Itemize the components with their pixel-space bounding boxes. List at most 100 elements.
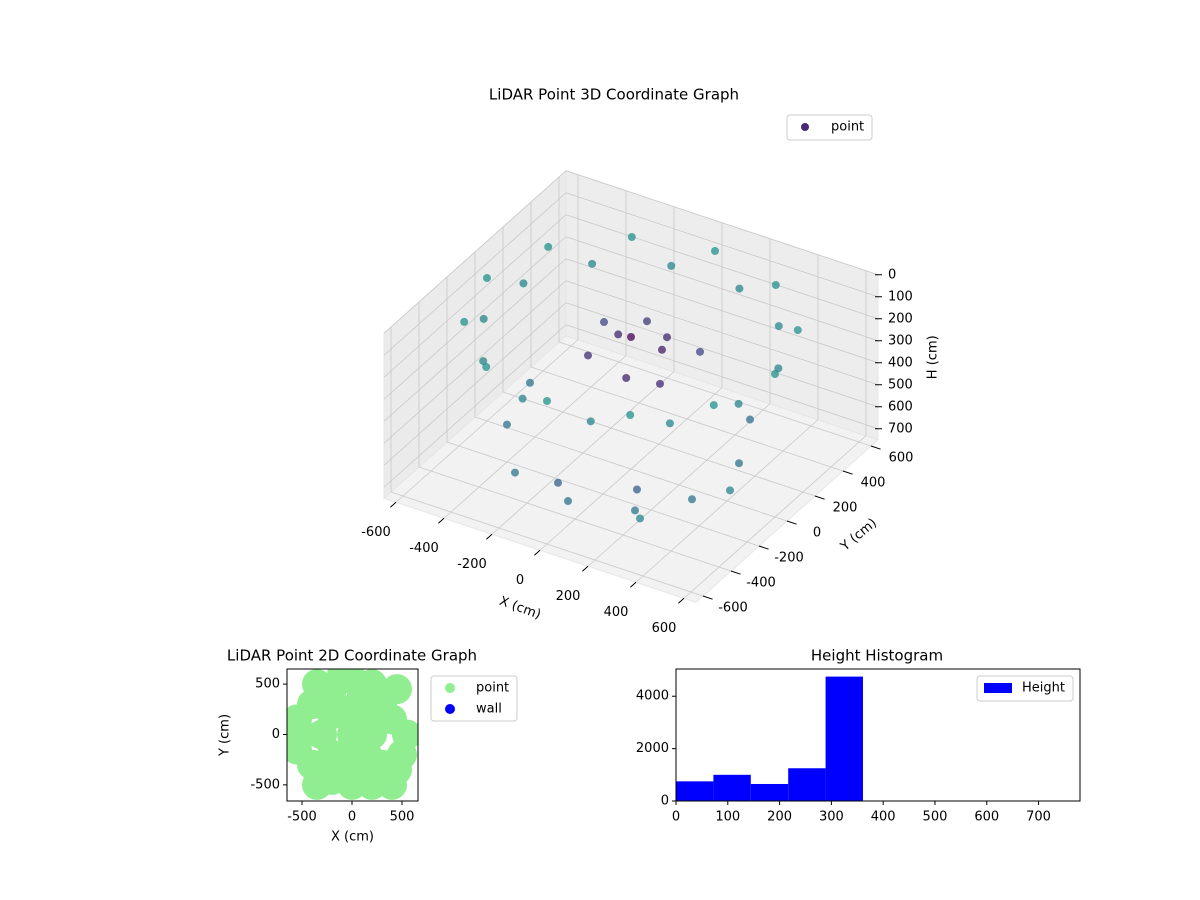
x-tick-label: 600	[974, 810, 999, 825]
point	[658, 345, 666, 354]
legend-marker	[445, 704, 455, 714]
x-tick-label: 700	[1026, 810, 1051, 825]
legend-label: point	[831, 120, 864, 135]
z-tick-label: 600	[888, 399, 913, 414]
point	[564, 497, 572, 506]
x-tick-label: 0	[672, 810, 680, 825]
point	[382, 674, 412, 705]
point	[287, 704, 312, 735]
point	[667, 261, 676, 270]
point	[503, 420, 511, 429]
tick	[702, 595, 713, 600]
grid-line	[390, 491, 704, 597]
x-axis-label: X (cm)	[331, 830, 374, 845]
point	[482, 363, 491, 371]
legend-box	[976, 675, 1074, 702]
grid-line	[418, 466, 732, 572]
point	[711, 247, 719, 255]
z-tick-label: 200	[888, 311, 913, 326]
grid-line	[565, 258, 879, 364]
y-tick-label: 0	[813, 526, 821, 541]
x-tick-label: 500	[923, 810, 948, 825]
grid-line	[383, 280, 567, 444]
y-tick-label: -200	[774, 551, 804, 566]
y-tick-label: -400	[746, 576, 776, 591]
grid-line	[530, 366, 844, 472]
point	[519, 279, 528, 288]
point	[774, 322, 783, 331]
y-axis-label: Y (cm)	[218, 714, 233, 757]
point	[584, 351, 592, 360]
grid-line	[565, 324, 879, 430]
tick	[842, 470, 853, 475]
y-tick-label: 0	[272, 727, 280, 742]
x-tick-label: -400	[409, 541, 439, 556]
point	[347, 759, 377, 790]
y-tick-label: 500	[255, 677, 280, 692]
point	[643, 317, 651, 326]
y-tick-label: 200	[833, 501, 858, 516]
point	[544, 242, 553, 251]
point	[665, 419, 674, 428]
bar	[676, 781, 714, 801]
tick	[758, 545, 769, 550]
axes-frame	[675, 668, 1081, 802]
point	[327, 669, 357, 690]
point	[688, 495, 696, 504]
tick	[438, 517, 445, 524]
z-tick-label: 100	[888, 289, 913, 304]
y-tick-label: 400	[861, 476, 886, 491]
grid-line	[383, 236, 567, 400]
point	[627, 233, 636, 241]
x-tick-label: 0	[348, 810, 356, 825]
tick	[786, 520, 797, 525]
point	[588, 259, 597, 268]
point	[746, 415, 754, 424]
point	[387, 739, 417, 770]
legend-marker	[445, 683, 455, 693]
legend-label: Height	[1022, 681, 1065, 696]
point	[636, 514, 644, 523]
z-tick-label: 500	[888, 377, 913, 392]
point	[302, 769, 332, 800]
point	[735, 284, 744, 293]
point	[627, 333, 635, 341]
point	[626, 411, 635, 419]
tick	[630, 581, 637, 588]
legend-label: wall	[476, 702, 502, 717]
x-tick-label: 100	[715, 810, 740, 825]
point	[287, 734, 312, 765]
bar	[825, 676, 863, 801]
grid-line	[565, 280, 879, 386]
x-axis-label: X (cm)	[497, 594, 543, 623]
point	[663, 333, 671, 342]
y-tick-label: -500	[250, 777, 280, 792]
grid-line	[383, 214, 567, 378]
legend-box	[786, 114, 873, 141]
grid-line	[565, 302, 879, 408]
point	[377, 769, 407, 800]
point	[631, 506, 639, 515]
x-tick-label: 400	[604, 605, 629, 620]
point	[483, 274, 491, 282]
tick	[814, 495, 825, 500]
point	[526, 378, 534, 387]
point	[600, 318, 608, 327]
x-tick-label: -500	[287, 810, 317, 825]
grid-line	[446, 441, 760, 547]
point	[696, 347, 704, 356]
tick	[582, 565, 589, 572]
grid-line	[565, 192, 879, 298]
grid-line	[502, 391, 816, 497]
point	[622, 374, 631, 382]
y-tick-label: 2000	[636, 741, 669, 756]
grid-line	[383, 324, 567, 488]
point	[460, 317, 469, 326]
x-tick-label: 400	[871, 810, 896, 825]
z-tick-label: 400	[888, 355, 913, 370]
legend-marker	[801, 123, 809, 131]
tick	[730, 570, 741, 575]
z-axis-label: H (cm)	[926, 335, 941, 379]
point	[518, 394, 527, 403]
